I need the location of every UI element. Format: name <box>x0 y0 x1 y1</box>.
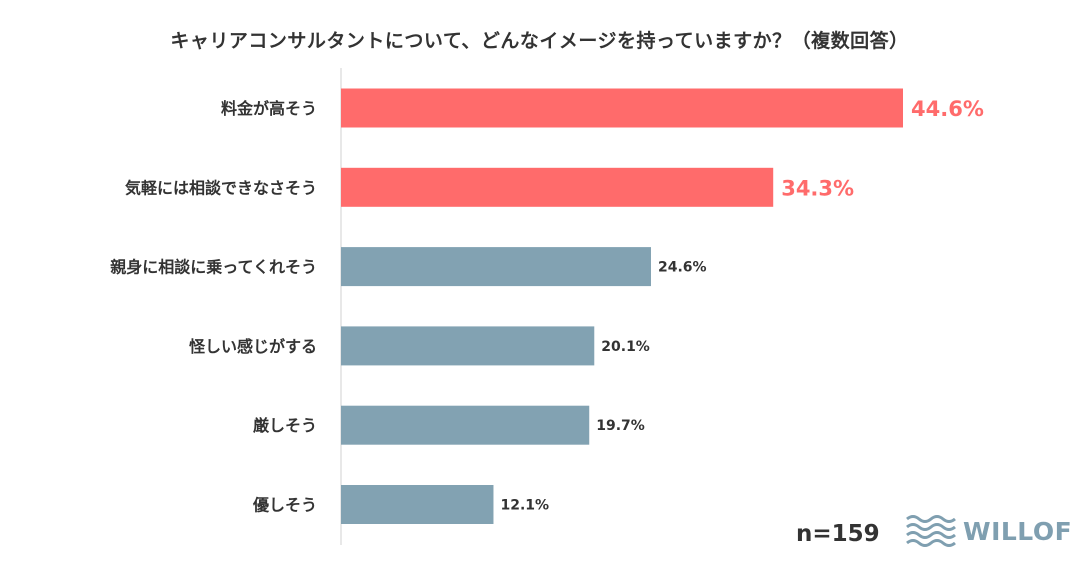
category-label: 怪しい感じがする <box>189 337 317 356</box>
chart-title: キャリアコンサルタントについて、どんなイメージを持っていますか？（複数回答） <box>170 30 909 52</box>
value-label: 20.1% <box>601 339 650 355</box>
category-label: 優しそう <box>252 496 317 515</box>
category-label: 料金が高そう <box>221 99 317 118</box>
bar <box>341 485 494 524</box>
bar <box>341 326 595 366</box>
value-label: 34.3% <box>781 176 854 200</box>
bar <box>341 88 903 128</box>
category-label: 厳しそう <box>253 416 317 435</box>
logo-text: WILLOF <box>963 516 1073 546</box>
bars-group: 料金が高そう 44.6% 気軽には相談できなさそう 34.3% 親身に相談に乗ってくれそ… <box>110 88 984 524</box>
bar <box>341 405 590 445</box>
bar <box>341 247 651 287</box>
value-label: 24.6% <box>658 260 707 276</box>
logo: WILLOF <box>905 514 1072 548</box>
bar <box>341 167 774 207</box>
category-label: 気軽には相談できなさそう <box>125 178 317 197</box>
waves-icon <box>906 515 956 547</box>
value-label: 44.6% <box>911 97 984 121</box>
value-label: 19.7% <box>596 418 645 434</box>
sample-size-label: n=159 <box>796 521 880 547</box>
category-label: 親身に相談に乗ってくれそう <box>110 258 317 277</box>
value-label: 12.1% <box>500 498 549 514</box>
